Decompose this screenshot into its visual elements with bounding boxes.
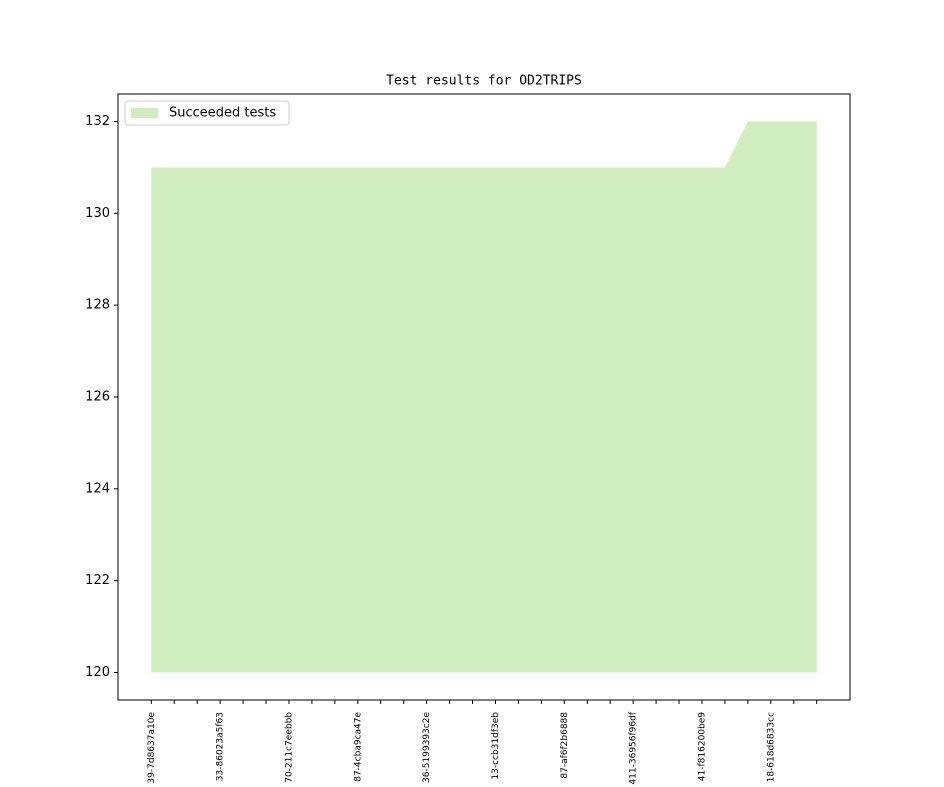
legend: Succeeded tests	[124, 100, 290, 126]
chart-title: Test results for OD2TRIPS	[386, 74, 582, 89]
x-tick-label: 18-618d6833cc	[766, 712, 776, 782]
x-tick-label: 13-ccb31df3eb	[491, 712, 501, 780]
x-tick-label: 87-4cba9ca47e	[353, 712, 363, 782]
y-tick-label: 120	[85, 665, 110, 680]
x-tick-label: 39-7d8637a10e	[147, 712, 157, 784]
x-tick-label: 36-5199393c2e	[422, 712, 432, 783]
y-tick-label: 130	[85, 206, 110, 221]
x-tick-label: 33-86023a5f63	[216, 712, 226, 781]
legend-frame	[124, 100, 290, 126]
x-tick-label: 411-36956f96df	[629, 711, 639, 784]
x-tick-label: 87-af6f2b6888	[560, 712, 570, 779]
legend-label: Succeeded tests	[169, 106, 276, 121]
y-tick-label: 126	[85, 390, 110, 405]
y-tick-label: 128	[85, 298, 110, 313]
y-tick-label: 132	[85, 114, 110, 129]
y-tick-label: 124	[85, 481, 110, 496]
legend-swatch	[131, 108, 158, 118]
x-tick-label: 41-f816200be9	[697, 712, 707, 781]
x-tick-label: 70-211c7eebbb	[284, 712, 294, 783]
area	[151, 121, 817, 673]
y-tick-label: 122	[85, 573, 110, 588]
